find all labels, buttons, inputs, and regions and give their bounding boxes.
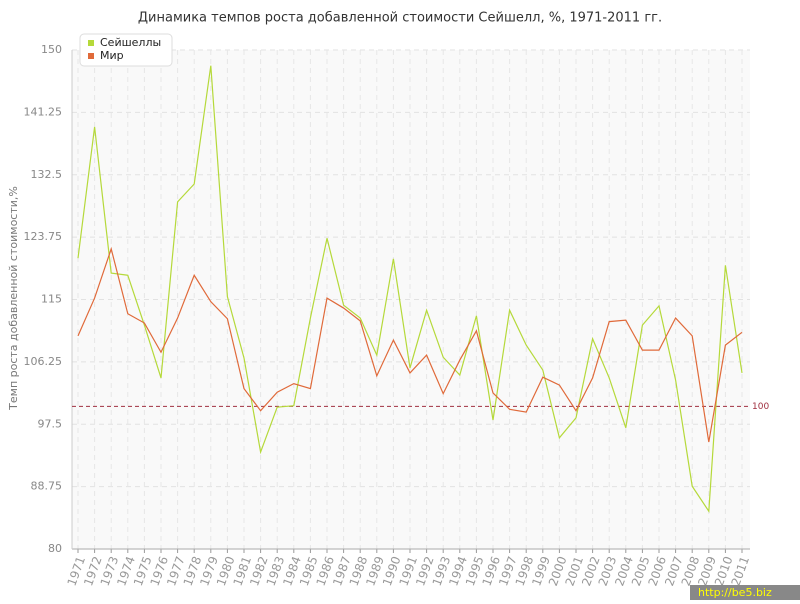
series-line (77, 65, 743, 514)
y-tick-label: 141.25 (24, 105, 63, 118)
reference-label: 100 (752, 402, 769, 412)
y-tick-label: 97.5 (38, 417, 63, 430)
legend-label: Сейшеллы (100, 36, 161, 49)
legend-box (79, 33, 173, 67)
y-tick-label: 150 (41, 43, 62, 56)
series-line (77, 246, 743, 443)
y-tick-label: 80 (48, 542, 62, 555)
chart-title: Динамика темпов роста добавленной стоимо… (138, 11, 662, 26)
legend-swatch (88, 53, 94, 59)
legend-label: Мир (100, 49, 124, 62)
y-tick-label: 106.25 (24, 355, 63, 368)
watermark: http://be5.biz (698, 586, 772, 599)
watermark-bg (690, 585, 800, 600)
y-tick-label: 132.5 (31, 168, 63, 181)
legend-swatch (88, 40, 94, 46)
y-tick-label: 115 (41, 293, 62, 306)
y-tick-label: 88.75 (31, 480, 63, 493)
y-tick-label: 123.75 (24, 230, 63, 243)
y-axis-label: Темп роста добавленной стоимости,% (7, 186, 20, 411)
